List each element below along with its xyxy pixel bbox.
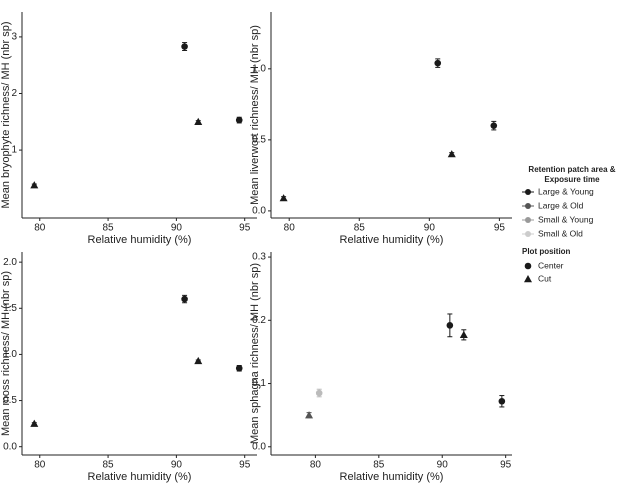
y-tick-label: 0.3 xyxy=(252,252,266,263)
x-axis-label: Relative humidity (%) xyxy=(88,234,192,246)
x-tick-label: 80 xyxy=(34,460,46,471)
triangle-point xyxy=(447,150,456,158)
x-tick-label: 85 xyxy=(354,223,366,234)
y-axis-label: Mean moss richness/ MH (nbr sp) xyxy=(0,271,12,436)
triangle-point xyxy=(194,117,203,125)
circle-point xyxy=(181,43,188,50)
x-tick-label: 95 xyxy=(239,223,251,234)
y-axis-label: Mean sphagna richness/ MH (nbr sp) xyxy=(249,263,261,444)
legend-shape-label: Cut xyxy=(538,273,552,283)
triangle-point xyxy=(194,356,203,365)
legend-label: Large & Young xyxy=(538,186,594,196)
legend-swatch xyxy=(525,189,531,195)
x-tick-label: 85 xyxy=(103,223,115,234)
triangle-point xyxy=(30,419,39,427)
y-axis-label: Mean liverwort richness/ MH (nbr sp) xyxy=(249,25,261,205)
legend-shape-title: Plot position xyxy=(522,247,571,256)
triangle-point xyxy=(459,330,468,339)
triangle-point xyxy=(30,181,39,189)
circle-point xyxy=(434,59,442,67)
legend-swatch xyxy=(525,231,531,237)
circle-point xyxy=(498,397,506,405)
y-tick-label: 0.5 xyxy=(3,395,17,406)
y-tick-label: 0.5 xyxy=(252,135,266,146)
y-tick-label: 0.0 xyxy=(252,206,266,217)
y-tick-label: 1.0 xyxy=(3,349,17,360)
y-tick-label: 1.5 xyxy=(3,303,17,314)
legend-subtitle: Exposure time xyxy=(544,175,600,184)
x-tick-label: 95 xyxy=(239,460,251,471)
x-tick-label: 95 xyxy=(500,460,512,471)
circle-point xyxy=(235,364,243,372)
y-tick-label: 0.2 xyxy=(252,315,266,326)
triangle-point xyxy=(305,411,314,419)
legend-swatch xyxy=(525,217,531,223)
x-tick-label: 80 xyxy=(310,460,322,471)
legend-shape xyxy=(524,275,532,283)
y-tick-label: 0.0 xyxy=(252,441,266,452)
legend-label: Small & Young xyxy=(538,214,594,224)
x-tick-label: 85 xyxy=(373,460,385,471)
circle-point xyxy=(315,389,323,397)
y-tick-label: 2 xyxy=(11,88,17,99)
legend-shape xyxy=(524,262,532,270)
circle-point xyxy=(490,122,498,129)
circle-point xyxy=(181,295,188,303)
x-tick-label: 85 xyxy=(103,460,115,471)
x-tick-label: 90 xyxy=(437,460,449,471)
legend-label: Large & Old xyxy=(538,200,584,210)
circle-point xyxy=(446,322,454,329)
y-tick-label: 2.0 xyxy=(3,257,17,268)
x-tick-label: 90 xyxy=(171,223,183,234)
y-tick-label: 0.1 xyxy=(252,378,266,389)
legend-label: Small & Old xyxy=(538,228,583,238)
x-tick-label: 90 xyxy=(171,460,183,471)
y-axis-label: Mean bryophyte richness/ MH (nbr sp) xyxy=(0,21,12,208)
x-axis-label: Relative humidity (%) xyxy=(340,234,444,246)
x-tick-label: 80 xyxy=(34,223,46,234)
y-tick-label: 3 xyxy=(11,32,17,43)
x-tick-label: 95 xyxy=(494,223,506,234)
legend-shape-label: Center xyxy=(538,260,564,270)
x-tick-label: 80 xyxy=(284,223,296,234)
circle-point xyxy=(235,116,243,124)
y-tick-label: 1 xyxy=(11,145,17,156)
triangle-point xyxy=(279,194,288,202)
y-tick-label: 1.0 xyxy=(252,63,266,74)
legend-swatch xyxy=(525,203,531,209)
x-axis-label: Relative humidity (%) xyxy=(340,471,444,483)
y-tick-label: 0.0 xyxy=(3,441,17,452)
legend-title: Retention patch area & xyxy=(528,165,615,174)
x-tick-label: 90 xyxy=(424,223,436,234)
x-axis-label: Relative humidity (%) xyxy=(88,471,192,483)
